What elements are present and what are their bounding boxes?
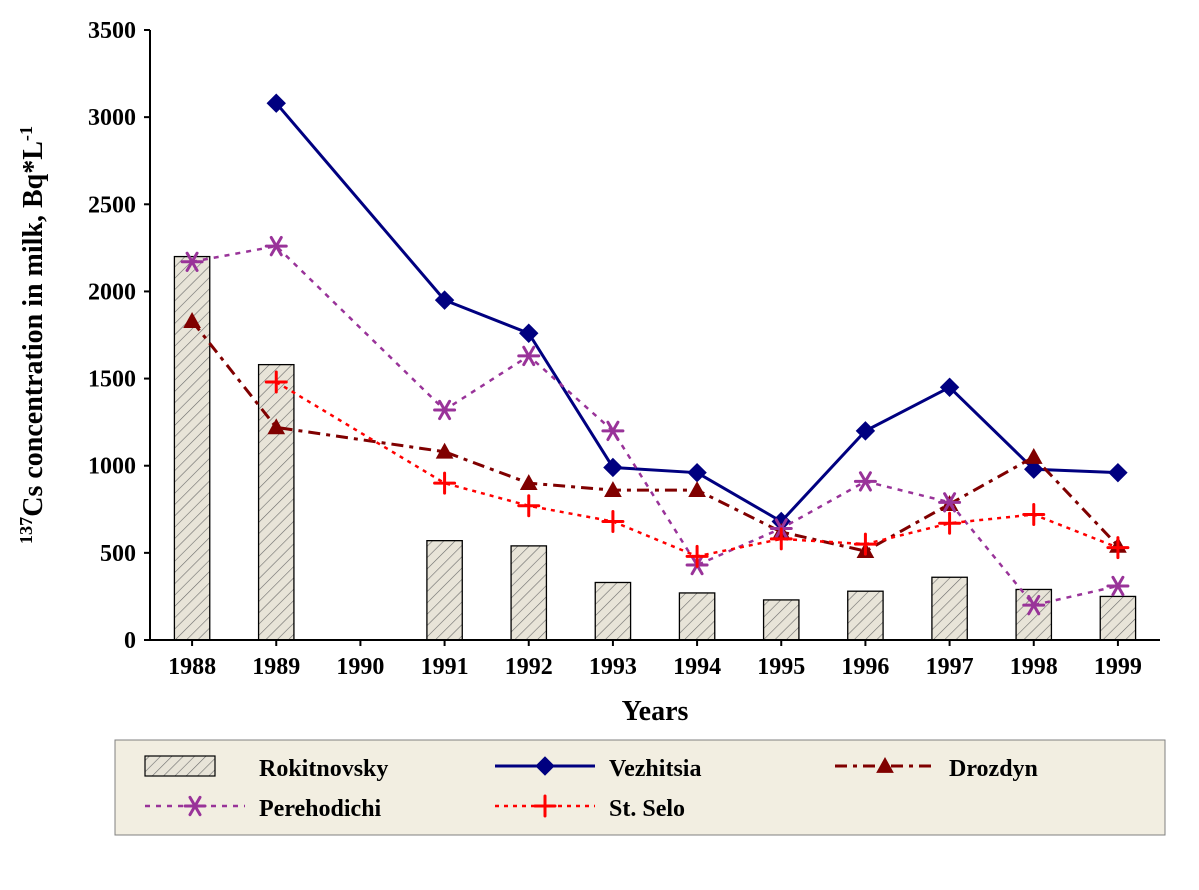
- x-tick-label: 1989: [252, 654, 300, 680]
- legend-label: Perehodichi: [259, 796, 382, 822]
- svg-text:500: 500: [100, 541, 136, 567]
- x-tick-label: 1992: [505, 654, 553, 680]
- x-tick-label: 1995: [757, 654, 805, 680]
- x-tick-label: 1988: [168, 654, 216, 680]
- legend-label: Vezhitsia: [609, 756, 701, 782]
- y-axis-label: 137Cs concentration in milk, Bq*L-1: [16, 126, 49, 544]
- chart-svg: 0 500 1000 1500 2000 2500 3000 3500 1988 1989 1990…: [0, 0, 1199, 890]
- bar: [511, 546, 546, 640]
- svg-text:0: 0: [124, 628, 136, 654]
- svg-text:1000: 1000: [88, 454, 136, 480]
- x-tick-label: 1991: [421, 654, 469, 680]
- bar: [679, 593, 714, 640]
- bar: [259, 365, 294, 640]
- x-tick-label: 1994: [673, 654, 721, 680]
- legend-label: Drozdyn: [949, 756, 1038, 782]
- svg-text:3500: 3500: [88, 18, 136, 44]
- svg-text:2500: 2500: [88, 192, 136, 218]
- bar: [848, 591, 883, 640]
- chart-container: 0 500 1000 1500 2000 2500 3000 3500 1988 1989 1990…: [0, 0, 1199, 890]
- bar: [932, 577, 967, 640]
- svg-text:3000: 3000: [88, 105, 136, 131]
- svg-text:137Cs concentration in milk, B: 137Cs concentration in milk, Bq*L-1: [16, 126, 49, 544]
- bar: [595, 582, 630, 640]
- x-tick-label: 1993: [589, 654, 637, 680]
- svg-text:2000: 2000: [88, 279, 136, 305]
- x-tick-label: 1996: [841, 654, 889, 680]
- legend-label: Rokitnovsky: [259, 756, 388, 782]
- bar: [427, 541, 462, 640]
- bar: [764, 600, 799, 640]
- bar: [1100, 596, 1135, 640]
- legend-label: St. Selo: [609, 796, 685, 822]
- x-tick-label: 1997: [926, 654, 974, 680]
- x-axis-label: Years: [622, 696, 689, 727]
- legend: Rokitnovsky Vezhitsia Drozdyn Perehodichi St…: [115, 740, 1165, 835]
- svg-text:1500: 1500: [88, 367, 136, 393]
- x-tick-label: 1998: [1010, 654, 1058, 680]
- bar: [1016, 589, 1051, 640]
- x-tick-label: 1990: [336, 654, 384, 680]
- x-tick-label: 1999: [1094, 654, 1142, 680]
